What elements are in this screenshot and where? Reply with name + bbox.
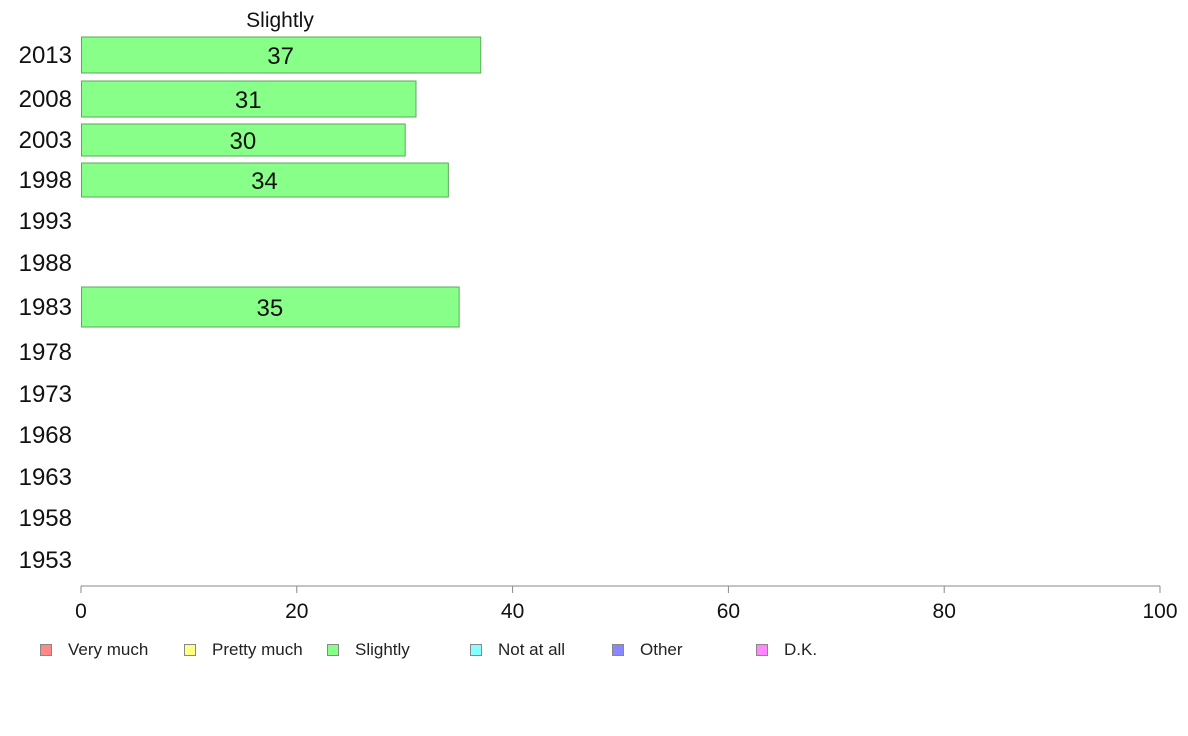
y-tick-label: 1983 [19, 294, 72, 321]
y-tick-label: 2008 [19, 86, 72, 113]
legend-swatch-slightly [327, 644, 339, 656]
legend-swatch-pretty-much [184, 644, 196, 656]
bar-chart: Slightly 2013 37 2008 31 2003 30 1998 34 1993 1988… [19, 9, 1178, 623]
x-tick-label: 60 [717, 600, 740, 623]
data-label: 35 [256, 295, 283, 322]
legend-item-dk: D.K. [756, 636, 817, 664]
y-tick-label: 1988 [19, 250, 72, 277]
bar [81, 162, 449, 198]
legend-item-very-much: Very much [40, 636, 148, 664]
y-tick-label: 1958 [19, 505, 72, 532]
legend-swatch-not-at-all [470, 644, 482, 656]
chart-title: Slightly [246, 9, 314, 32]
legend-swatch-dk [756, 644, 768, 656]
x-tick-label: 40 [501, 600, 524, 623]
y-tick-label: 1998 [19, 167, 72, 194]
data-label: 34 [251, 168, 278, 195]
bar [81, 123, 406, 157]
legend-label: Very much [68, 640, 149, 659]
legend-item-other: Other [612, 636, 683, 664]
y-tick-label: 1963 [19, 464, 72, 491]
y-tick-label: 2003 [19, 127, 72, 154]
data-label: 31 [235, 87, 262, 114]
data-label: 30 [229, 128, 256, 155]
y-tick-label: 1953 [19, 547, 72, 574]
y-tick-label: 1978 [19, 339, 72, 366]
bar [81, 80, 417, 118]
y-tick-label: 1993 [19, 208, 72, 235]
legend-swatch-other [612, 644, 624, 656]
legend-swatch-very-much [40, 644, 52, 656]
legend: Very much Pretty much Slightly Not at al… [0, 636, 1188, 664]
x-tick-label: 100 [1142, 600, 1177, 623]
x-tick-label: 20 [285, 600, 308, 623]
y-tick-label: 2013 [19, 42, 72, 69]
legend-item-pretty-much: Pretty much [184, 636, 303, 664]
legend-label: Slightly [355, 640, 410, 659]
y-tick-label: 1968 [19, 422, 72, 449]
bar [81, 286, 460, 328]
x-tick-label: 0 [75, 600, 87, 623]
legend-item-slightly: Slightly [327, 636, 410, 664]
legend-label: Pretty much [212, 640, 303, 659]
bar [81, 36, 482, 74]
legend-label: Not at all [498, 640, 566, 659]
x-tick-label: 80 [933, 600, 956, 623]
legend-label: D.K. [784, 640, 818, 659]
y-tick-label: 1973 [19, 381, 72, 408]
legend-item-not-at-all: Not at all [470, 636, 565, 664]
legend-label: Other [640, 640, 683, 659]
data-label: 37 [267, 43, 294, 70]
